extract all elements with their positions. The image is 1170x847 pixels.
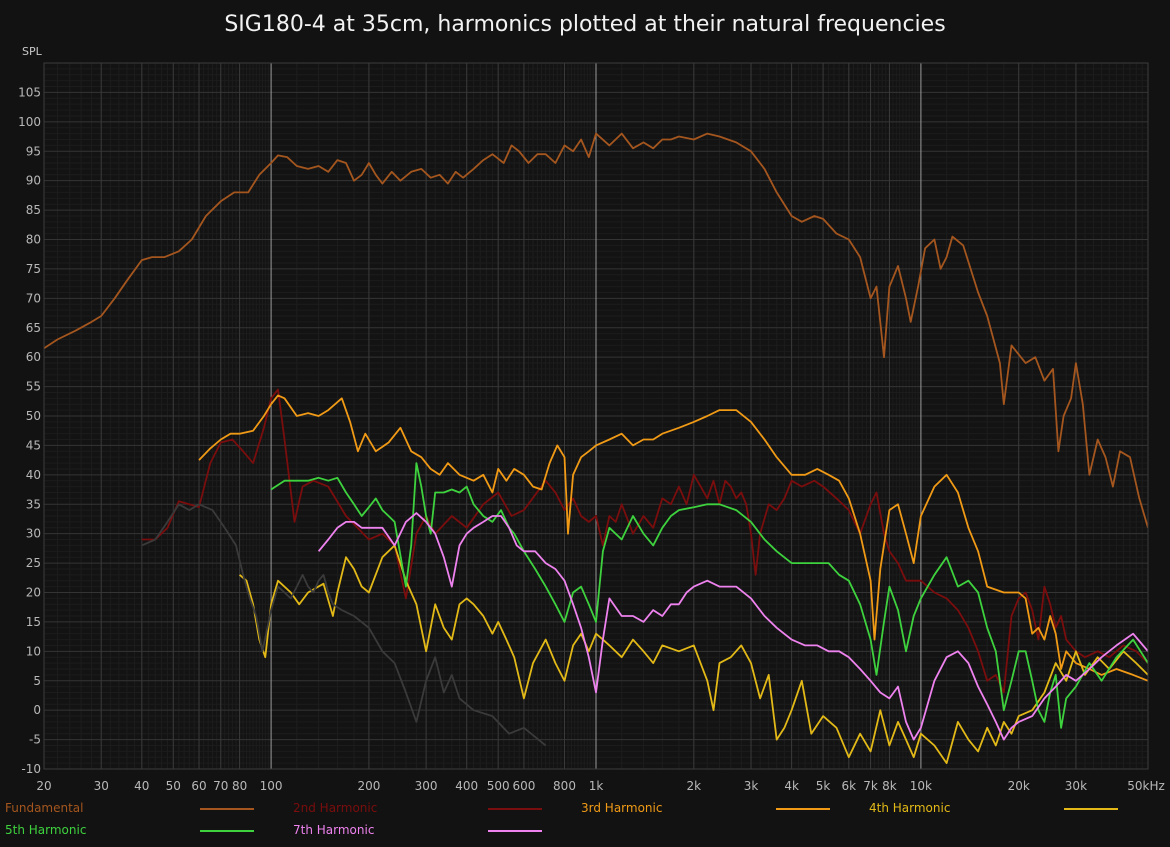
x-tick-label: 30 bbox=[94, 779, 109, 793]
x-tick-label: 100 bbox=[260, 779, 283, 793]
legend-swatch bbox=[200, 830, 254, 832]
spl-chart: SIG180-4 at 35cm, harmonics plotted at t… bbox=[18, 12, 1165, 793]
legend-label: 4th Harmonic bbox=[869, 801, 951, 815]
legend-item: Fundamental bbox=[0, 798, 288, 820]
x-tick-label: 200 bbox=[357, 779, 380, 793]
y-tick-label: 105 bbox=[18, 85, 41, 99]
y-tick-label: 30 bbox=[26, 527, 41, 541]
y-tick-label: 40 bbox=[26, 468, 41, 482]
series-line-fundamental bbox=[44, 132, 1148, 529]
legend-label: 2nd Harmonic bbox=[293, 801, 378, 815]
y-tick-label: 0 bbox=[33, 703, 41, 717]
series-line-2nd-harmonic bbox=[141, 388, 1148, 694]
y-tick-label: 25 bbox=[26, 556, 41, 570]
y-tick-label: -10 bbox=[21, 762, 41, 776]
y-tick-label: 95 bbox=[26, 144, 41, 158]
y-tick-label: 20 bbox=[26, 586, 41, 600]
x-tick-label: 80 bbox=[232, 779, 247, 793]
y-tick-label: 70 bbox=[26, 291, 41, 305]
x-tick-label: 30k bbox=[1065, 779, 1087, 793]
x-tick-label: 3k bbox=[744, 779, 759, 793]
x-tick-label: 6k bbox=[842, 779, 857, 793]
legend-item: 7th Harmonic bbox=[288, 820, 576, 842]
legend-item: 2nd Harmonic bbox=[288, 798, 576, 820]
chart-title: SIG180-4 at 35cm, harmonics plotted at t… bbox=[224, 12, 945, 37]
x-tick-label: 300 bbox=[415, 779, 438, 793]
x-tick-label: 20 bbox=[36, 779, 51, 793]
y-tick-label: 45 bbox=[26, 438, 41, 452]
x-tick-label: 5k bbox=[816, 779, 831, 793]
legend-swatch bbox=[1064, 808, 1118, 810]
y-axis-label: SPL bbox=[22, 45, 43, 58]
series-line-4th-harmonic bbox=[239, 544, 1148, 764]
y-tick-label: 35 bbox=[26, 497, 41, 511]
y-tick-label: 90 bbox=[26, 174, 41, 188]
legend-swatch bbox=[488, 808, 542, 810]
x-tick-label: 800 bbox=[553, 779, 576, 793]
x-axis-ticks: 20 30 40 50 60 70 80 100 200 300 400 500 600 800 1k 2k 3… bbox=[36, 779, 1164, 793]
legend-item: 3rd Harmonic bbox=[576, 798, 864, 820]
legend-label: 3rd Harmonic bbox=[581, 801, 663, 815]
legend-swatch bbox=[776, 808, 830, 810]
y-tick-label: 50 bbox=[26, 409, 41, 423]
x-tick-label: 8k bbox=[882, 779, 897, 793]
y-tick-label: 55 bbox=[26, 380, 41, 394]
x-tick-label: 400 bbox=[455, 779, 478, 793]
x-tick-label: 60 bbox=[191, 779, 206, 793]
y-tick-label: 60 bbox=[26, 350, 41, 364]
plot-border bbox=[43, 62, 1149, 770]
x-tick-label: 70 bbox=[213, 779, 228, 793]
legend-swatch bbox=[488, 830, 542, 832]
series-lines bbox=[44, 132, 1148, 764]
x-tick-label: 50 bbox=[166, 779, 181, 793]
x-tick-label: 600 bbox=[512, 779, 535, 793]
y-tick-label: 10 bbox=[26, 644, 41, 658]
series-line-7th-harmonic bbox=[317, 512, 1148, 741]
legend-label: Fundamental bbox=[5, 801, 84, 815]
legend-item: 5th Harmonic bbox=[0, 820, 288, 842]
y-tick-label: 85 bbox=[26, 203, 41, 217]
legend-swatch bbox=[200, 808, 254, 810]
series-line-unlabeled bbox=[141, 503, 547, 747]
x-tick-label: 10k bbox=[910, 779, 932, 793]
y-tick-label: 15 bbox=[26, 615, 41, 629]
y-tick-label: 5 bbox=[33, 674, 41, 688]
x-tick-label: 2k bbox=[687, 779, 702, 793]
x-tick-label: 4k bbox=[784, 779, 799, 793]
x-tick-label: 500 bbox=[487, 779, 510, 793]
legend-label: 5th Harmonic bbox=[5, 823, 87, 837]
x-tick-label: 1k bbox=[589, 779, 604, 793]
legend-label: 7th Harmonic bbox=[293, 823, 375, 837]
chart-legend: Fundamental 2nd Harmonic 3rd Harmonic 4th H… bbox=[0, 798, 1170, 843]
y-tick-label: 75 bbox=[26, 262, 41, 276]
series-line-5th-harmonic bbox=[270, 462, 1148, 729]
legend-item: 4th Harmonic bbox=[864, 798, 1152, 820]
y-tick-label: -5 bbox=[29, 733, 41, 747]
series-line-3rd-harmonic bbox=[198, 394, 1148, 682]
x-tick-label: 40 bbox=[134, 779, 149, 793]
y-tick-label: 65 bbox=[26, 321, 41, 335]
y-axis-ticks: -10 -5 0 5 10 15 20 25 30 35 40 45 50 55 60 65 70 75 80 85 9… bbox=[18, 85, 41, 776]
y-tick-label: 80 bbox=[26, 233, 41, 247]
x-tick-label: 20k bbox=[1008, 779, 1030, 793]
y-tick-label: 100 bbox=[18, 115, 41, 129]
x-tick-label: 7k bbox=[863, 779, 878, 793]
x-tick-label: 50kHz bbox=[1127, 779, 1165, 793]
